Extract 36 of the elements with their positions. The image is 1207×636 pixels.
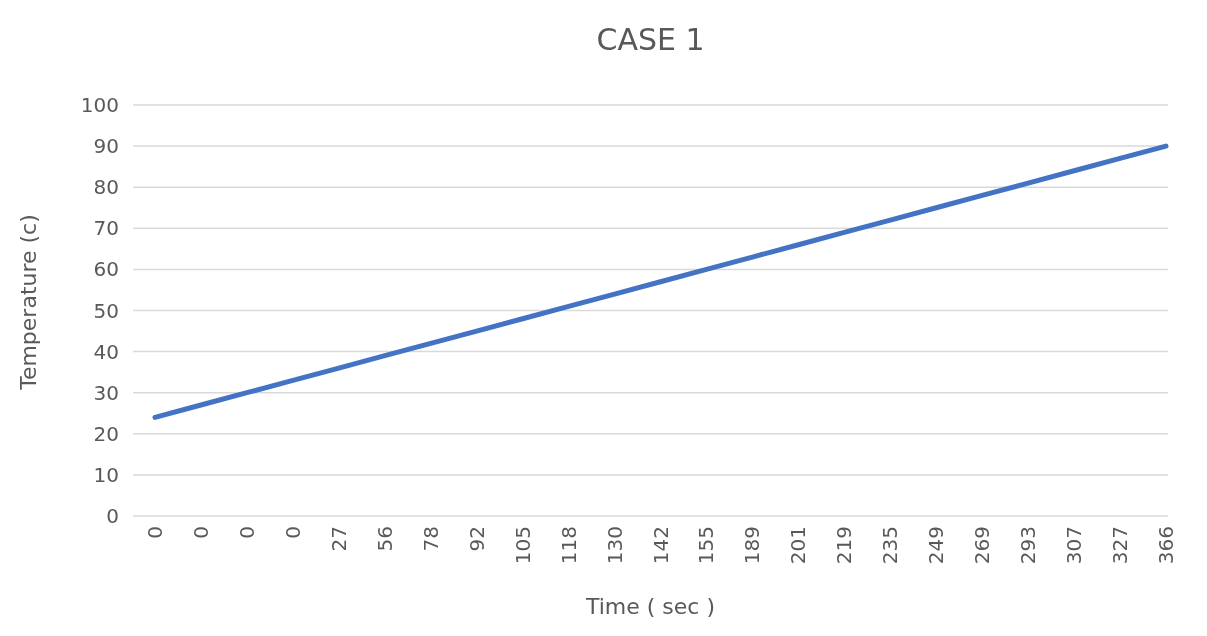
x-tick-label: 219 bbox=[832, 526, 857, 565]
x-tick-label: 327 bbox=[1108, 526, 1133, 565]
x-tick-label: 92 bbox=[464, 526, 489, 552]
y-axis-title: Temperature (c) bbox=[16, 214, 41, 391]
x-tick-label: 0 bbox=[234, 526, 259, 539]
x-tick-label: 293 bbox=[1016, 526, 1041, 565]
y-tick-label: 50 bbox=[93, 298, 119, 323]
y-tick-label: 90 bbox=[93, 134, 119, 159]
y-tick-label: 80 bbox=[93, 175, 119, 200]
x-tick-label: 201 bbox=[786, 526, 811, 565]
y-tick-label: 40 bbox=[93, 339, 119, 364]
y-tick-label: 100 bbox=[80, 93, 119, 117]
y-tick-label: 60 bbox=[93, 257, 119, 282]
x-tick-label: 0 bbox=[143, 526, 167, 539]
x-tick-label: 78 bbox=[418, 526, 443, 552]
x-tick-label: 366 bbox=[1154, 526, 1178, 565]
x-tick-label: 0 bbox=[188, 526, 213, 539]
x-tick-label: 249 bbox=[924, 526, 949, 565]
x-tick-label: 155 bbox=[694, 526, 719, 565]
x-tick-label: 269 bbox=[970, 526, 995, 565]
x-tick-label: 105 bbox=[510, 526, 535, 565]
x-tick-label: 130 bbox=[602, 526, 627, 565]
x-tick-label: 142 bbox=[648, 526, 673, 565]
x-tick-label: 118 bbox=[556, 526, 581, 565]
y-tick-label: 70 bbox=[93, 216, 119, 241]
x-tick-label: 0 bbox=[280, 526, 305, 539]
chart-title: CASE 1 bbox=[596, 22, 705, 57]
x-axis-title: Time ( sec ) bbox=[584, 594, 716, 619]
y-tick-label: 20 bbox=[93, 421, 119, 446]
x-tick-label: 189 bbox=[740, 526, 765, 565]
y-tick-label: 30 bbox=[93, 380, 119, 405]
x-tick-label: 307 bbox=[1062, 526, 1087, 565]
x-tick-label: 27 bbox=[326, 526, 351, 552]
y-tick-label: 10 bbox=[93, 462, 119, 487]
x-tick-label: 235 bbox=[878, 526, 903, 565]
x-tick-label: 56 bbox=[372, 526, 397, 552]
